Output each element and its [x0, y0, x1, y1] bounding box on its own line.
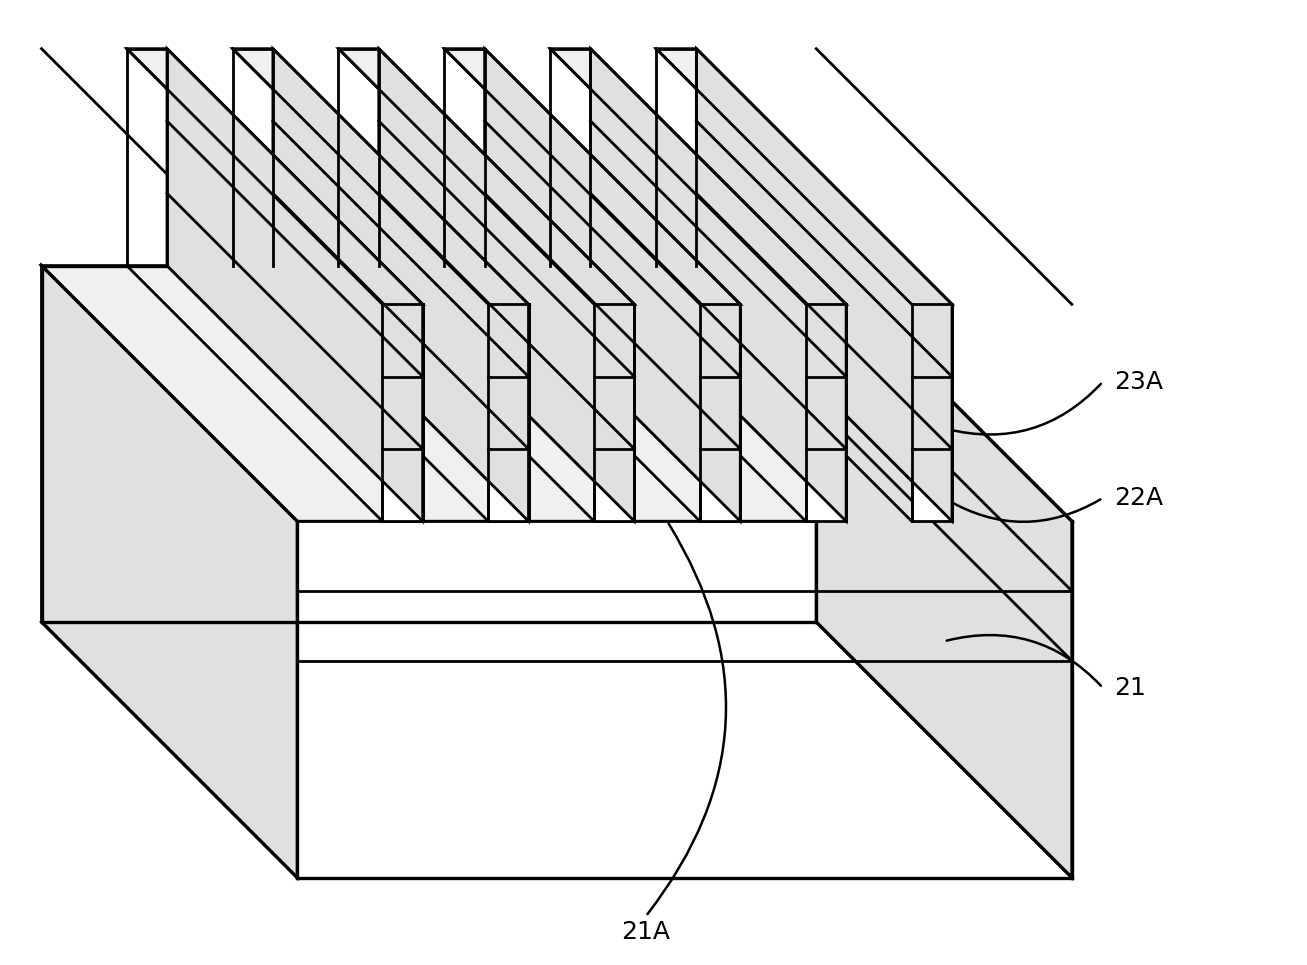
Polygon shape — [489, 304, 528, 521]
Polygon shape — [339, 48, 634, 304]
Polygon shape — [444, 48, 740, 304]
Polygon shape — [42, 265, 297, 877]
Polygon shape — [595, 304, 634, 521]
Polygon shape — [273, 48, 528, 521]
Polygon shape — [912, 304, 951, 521]
Text: 21A: 21A — [621, 921, 670, 944]
Polygon shape — [697, 48, 951, 521]
Polygon shape — [379, 48, 634, 521]
Polygon shape — [816, 265, 1072, 877]
Text: 21: 21 — [1115, 676, 1146, 700]
Polygon shape — [233, 48, 528, 304]
Polygon shape — [42, 265, 1072, 521]
Polygon shape — [167, 48, 422, 521]
Polygon shape — [127, 48, 422, 304]
Polygon shape — [297, 521, 1072, 877]
Text: 22A: 22A — [1115, 486, 1163, 510]
Polygon shape — [383, 304, 422, 521]
Polygon shape — [591, 48, 846, 521]
Polygon shape — [656, 48, 951, 304]
Polygon shape — [806, 304, 846, 521]
Polygon shape — [550, 48, 846, 304]
Text: 23A: 23A — [1115, 370, 1163, 394]
Polygon shape — [485, 48, 740, 521]
Polygon shape — [701, 304, 740, 521]
